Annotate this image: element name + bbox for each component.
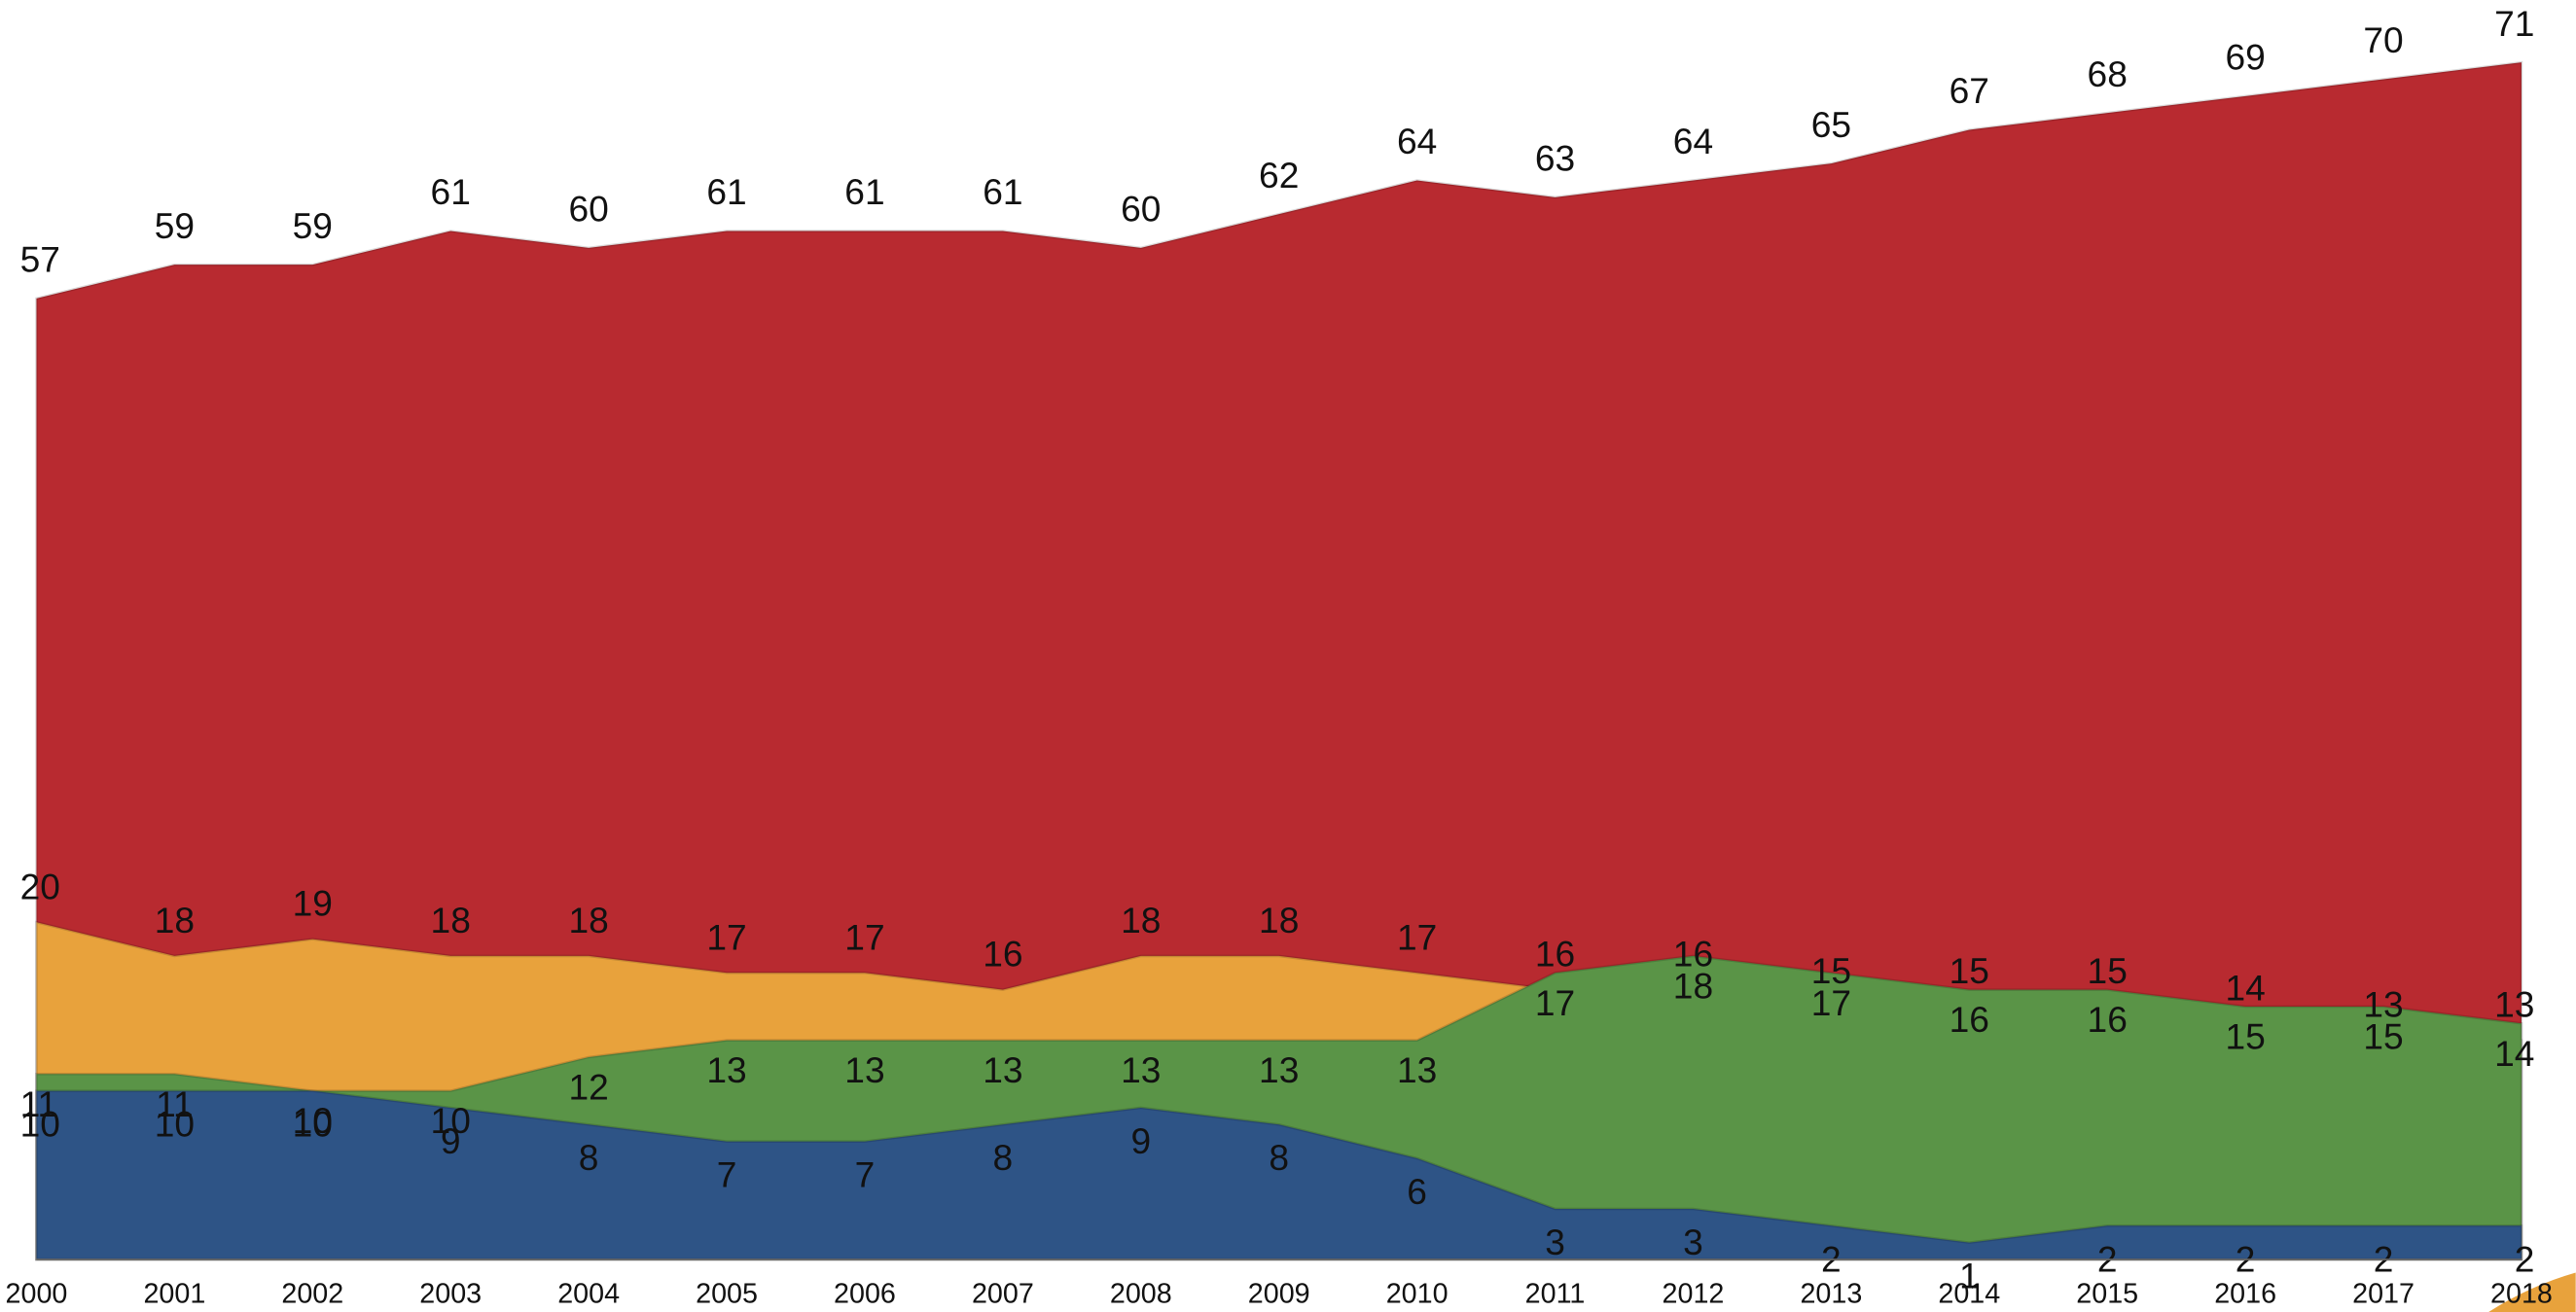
data-label: 15: [1811, 950, 1851, 991]
x-tick-label: 2018: [2490, 1279, 2553, 1310]
data-label: 70: [2363, 19, 2403, 60]
data-label: 17: [1397, 916, 1437, 957]
data-label: 13: [844, 1049, 884, 1090]
data-label: 59: [293, 205, 333, 246]
data-label: 61: [431, 171, 471, 212]
x-tick-label: 2014: [1938, 1279, 2000, 1310]
data-label: 11: [20, 1083, 58, 1124]
data-label: 67: [1950, 70, 1989, 111]
data-label: 16: [1673, 934, 1713, 975]
data-label: 10: [155, 1104, 195, 1145]
data-label: 13: [1259, 1049, 1299, 1090]
data-label: 63: [1535, 138, 1575, 179]
data-label: 62: [1259, 155, 1299, 195]
data-label: 17: [844, 916, 884, 957]
x-tick-label: 2012: [1663, 1279, 1725, 1310]
x-tick-label: 2013: [1800, 1279, 1862, 1310]
data-label: 11: [156, 1083, 194, 1124]
x-tick-label: 2002: [281, 1279, 343, 1310]
data-label: 18: [568, 900, 608, 940]
x-tick-label: 2006: [834, 1279, 896, 1310]
x-tick-label: 2000: [6, 1279, 68, 1310]
data-label: 9: [441, 1120, 461, 1161]
data-label: 64: [1397, 121, 1437, 161]
data-label: 14: [2225, 967, 2265, 1008]
data-label: 15: [1950, 950, 1989, 991]
data-label: 13: [983, 1049, 1022, 1090]
data-label: 15: [2088, 950, 2128, 991]
data-label: 7: [855, 1154, 876, 1195]
data-label: 13: [2494, 984, 2534, 1025]
data-label: 18: [1673, 966, 1713, 1007]
x-tick-label: 2003: [419, 1279, 482, 1310]
x-tick-label: 2016: [2214, 1279, 2276, 1310]
data-label: 18: [155, 900, 195, 940]
data-label: 16: [2088, 999, 2128, 1040]
data-label: 10: [293, 1100, 333, 1141]
data-label: 16: [1535, 934, 1575, 975]
x-tick-label: 2007: [972, 1279, 1034, 1310]
data-label: 8: [1269, 1137, 1289, 1178]
data-label: 15: [2363, 1016, 2403, 1057]
data-label: 71: [2494, 3, 2534, 44]
data-label: 19: [293, 883, 333, 924]
data-label: 18: [1121, 900, 1161, 940]
data-label: 12: [568, 1067, 608, 1108]
x-tick-label: 2017: [2352, 1279, 2415, 1310]
data-label: 13: [2363, 984, 2403, 1025]
data-label: 15: [2225, 1016, 2265, 1057]
x-tick-label: 2008: [1110, 1279, 1172, 1310]
corner-decoration: [2488, 1272, 2576, 1312]
data-label: 17: [1535, 982, 1575, 1023]
data-label: 59: [155, 205, 195, 246]
data-label: 17: [1811, 982, 1851, 1023]
data-label: 60: [1121, 189, 1161, 230]
data-label: 6: [1407, 1171, 1427, 1212]
data-label: 16: [1950, 999, 1989, 1040]
x-tick-label: 2010: [1386, 1279, 1449, 1310]
data-label: 8: [579, 1137, 599, 1178]
data-label: 61: [844, 171, 884, 212]
x-tick-label: 2005: [696, 1279, 758, 1310]
data-label: 7: [717, 1154, 737, 1195]
data-label: 57: [20, 239, 60, 280]
x-tick-label: 2015: [2076, 1279, 2138, 1310]
data-label: 10: [20, 1104, 60, 1145]
data-label: 61: [706, 171, 746, 212]
data-label: 13: [1397, 1049, 1437, 1090]
data-label: 13: [1121, 1049, 1161, 1090]
x-tick-label: 2011: [1525, 1279, 1586, 1310]
data-label: 18: [431, 900, 471, 940]
data-label: 61: [983, 171, 1022, 212]
data-label: 1: [1959, 1256, 1980, 1296]
data-label: 18: [1259, 900, 1299, 940]
data-label: 20: [20, 866, 60, 906]
data-label: 69: [2225, 36, 2265, 77]
data-label: 9: [1130, 1120, 1151, 1161]
data-label: 17: [706, 916, 746, 957]
data-label: 68: [2088, 53, 2128, 94]
x-tick-label: 2001: [143, 1279, 205, 1310]
data-label: 65: [1811, 104, 1851, 145]
x-tick-label: 2004: [557, 1279, 620, 1310]
data-label: 2: [2515, 1238, 2535, 1279]
data-label: 13: [706, 1049, 746, 1090]
x-tick-label: 2009: [1248, 1279, 1310, 1310]
data-label: 16: [983, 934, 1022, 975]
data-label: 14: [2494, 1033, 2534, 1074]
data-label: 64: [1673, 121, 1713, 161]
data-label: 10: [293, 1104, 333, 1145]
area: [35, 1089, 2523, 1261]
data-label: 8: [993, 1137, 1014, 1178]
data-label: 3: [1545, 1222, 1565, 1262]
area: [35, 60, 2523, 1261]
data-label: 10: [431, 1100, 471, 1141]
data-label: 3: [1683, 1222, 1703, 1262]
data-label: 60: [568, 189, 608, 230]
